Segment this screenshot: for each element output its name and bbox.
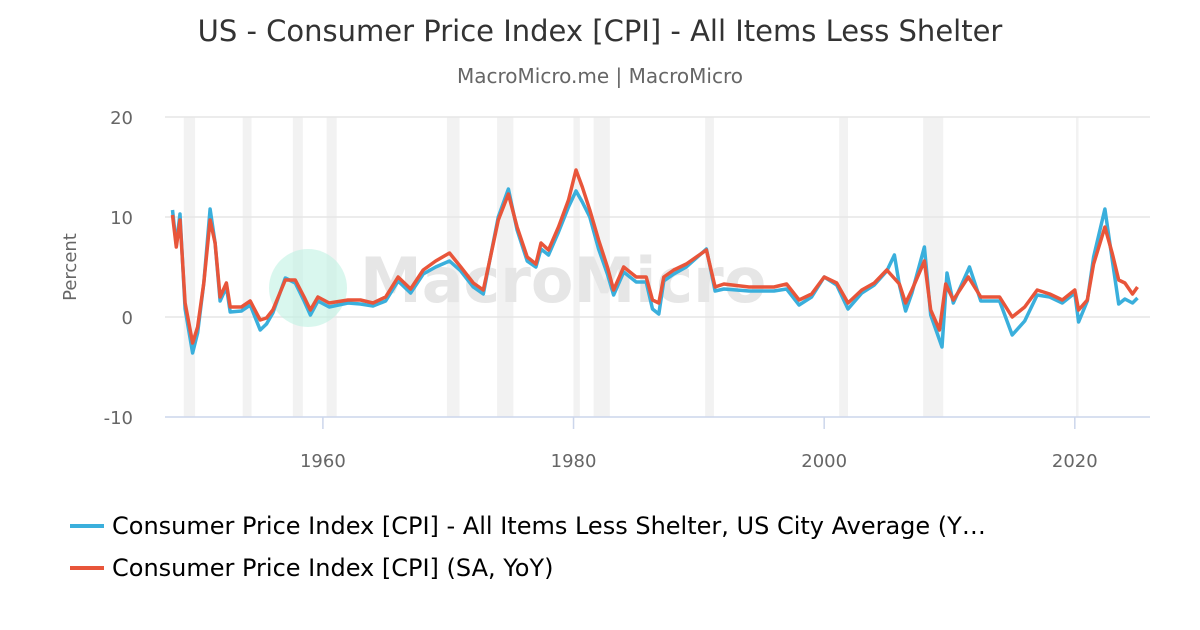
legend-item-cpi[interactable]: Consumer Price Index [CPI] (SA, YoY) [70,554,553,582]
recession-band [573,117,580,417]
x-tick-label: 2020 [1052,451,1098,472]
y-tick-label: 10 [110,208,133,229]
recession-band [593,117,610,417]
legend-item-cpi-less-shelter[interactable]: Consumer Price Index [CPI] - All Items L… [70,512,986,540]
recession-band [446,117,460,417]
chart-subtitle: MacroMicro.me | MacroMicro [457,64,743,88]
chart-title: US - Consumer Price Index [CPI] - All It… [197,14,1003,48]
recession-band [242,117,252,417]
legend-swatch [70,524,104,528]
recession-band [923,117,944,417]
legend-label: Consumer Price Index [CPI] (SA, YoY) [112,554,554,582]
y-tick-label: 0 [122,308,133,329]
x-tick-label: 2000 [801,451,847,472]
y-tick-label: -10 [104,408,133,429]
legend-swatch [70,566,104,570]
y-tick-label: 20 [110,108,133,129]
recession-band [183,117,196,417]
recession-band [839,117,848,417]
x-tick-label: 1960 [300,451,346,472]
y-axis-label: Percent [60,233,81,301]
x-tick-label: 1980 [551,451,597,472]
series-line-1 [170,168,1139,345]
legend-label: Consumer Price Index [CPI] - All Items L… [112,512,986,540]
recession-band [1076,117,1079,417]
